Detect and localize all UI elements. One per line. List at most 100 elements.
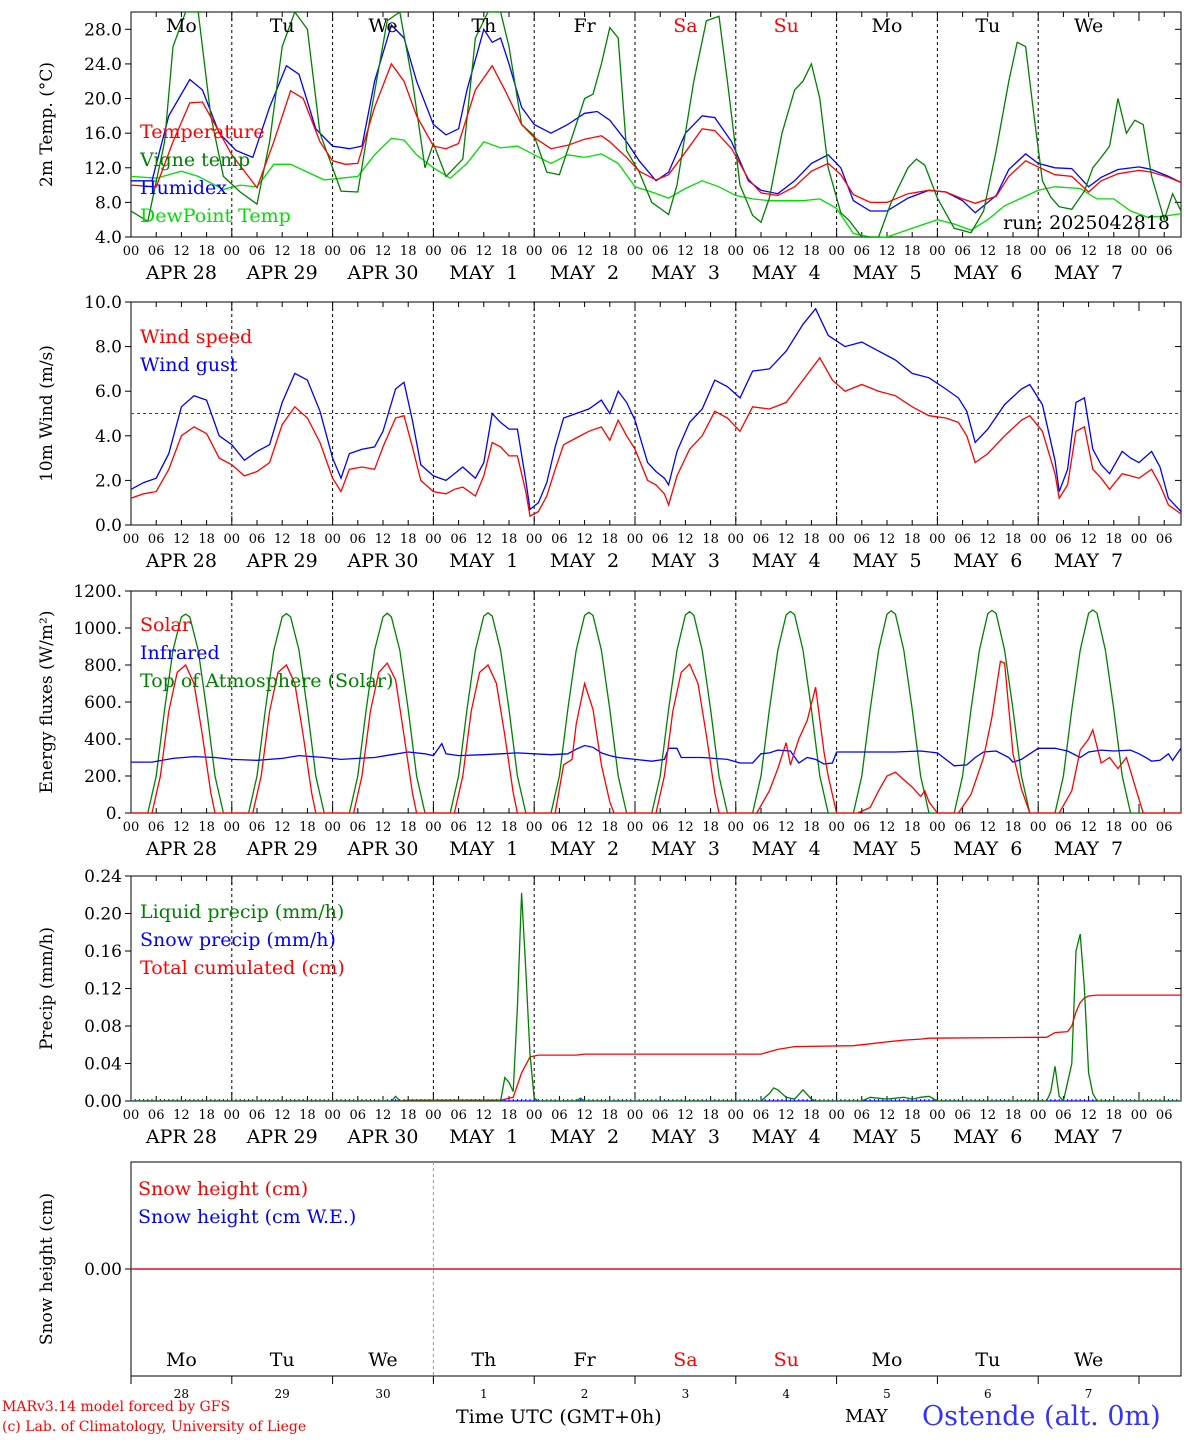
hour-tick-label: 12 [1080,532,1097,547]
hour-tick-label: 12 [778,820,795,835]
y-tick-label: 4.0 [95,427,122,447]
y-tick-label: 0.12 [84,980,122,1000]
y-tick-label: 1000. [73,619,122,639]
hour-tick-label: 00 [123,820,140,835]
hour-tick-label: 00 [1131,244,1148,259]
hour-tick-label: 06 [350,820,367,835]
hour-tick-label: 18 [602,532,619,547]
hour-tick-label: 06 [652,244,669,259]
hour-tick-label: 00 [425,532,442,547]
hour-tick-label: 06 [350,244,367,259]
hour-tick-label: 00 [728,532,745,547]
hour-tick-label: 18 [702,1108,719,1123]
y-tick-label: 16.0 [84,124,122,144]
hour-tick-label: 18 [400,1108,417,1123]
date-label: MAY 2 [550,262,619,284]
hour-tick-label: 18 [1106,244,1123,259]
weekday-label: Sa [673,1349,697,1371]
hour-tick-label: 12 [778,244,795,259]
hour-tick-label: 00 [1030,244,1047,259]
hour-tick-label: 06 [753,820,770,835]
day-number-label: 4 [782,1387,790,1401]
y-tick-label: 1200. [73,582,122,602]
hour-tick-label: 00 [425,1108,442,1123]
weekday-label: Fr [573,1349,596,1371]
panel-4: 0.00 0.04 0.08 0.12 0.16 0.20 0.24 Precip (mm/h… [37,867,1182,1148]
hour-tick-label: 06 [1055,244,1072,259]
hour-tick-label: 00 [224,244,241,259]
hour-tick-label: 12 [778,532,795,547]
series-infrared [131,742,1181,767]
day-number-label: 1 [480,1387,488,1401]
day-number-label: 3 [682,1387,690,1401]
date-label: MAY 5 [852,262,921,284]
y-tick-label: 600. [84,693,122,713]
hour-tick-label: 00 [929,820,946,835]
hour-tick-label: 06 [148,244,165,259]
y-tick-label: 2.0 [95,471,122,491]
weekday-label: Mo [872,1349,903,1371]
run-label: run: 2025042818 [1003,212,1170,234]
series-temperature [131,62,1181,204]
hour-tick-label: 00 [627,820,644,835]
date-label: APR 30 [346,550,418,572]
hour-tick-label: 06 [249,1108,266,1123]
hour-tick-label: 06 [350,1108,367,1123]
hour-tick-label: 06 [854,244,871,259]
hour-tick-label: 06 [753,1108,770,1123]
hour-tick-label: 06 [551,532,568,547]
hour-tick-label: 12 [476,532,493,547]
hour-tick-label: 06 [954,820,971,835]
date-label: MAY 5 [852,838,921,860]
weekday-label: We [1074,1349,1103,1371]
series-solar [131,660,1181,813]
weekday-label: Mo [872,15,903,37]
month-label: MAY [845,1406,888,1427]
weekday-label: Th [471,1349,496,1371]
hour-tick-label: 00 [929,532,946,547]
hour-tick-label: 18 [501,1108,518,1123]
hour-tick-label: 12 [980,820,997,835]
hour-tick-label: 18 [904,244,921,259]
weekday-label: Sa [673,15,697,37]
weekday-label: Mo [166,1349,197,1371]
hour-tick-label: 06 [249,532,266,547]
hour-tick-label: 00 [929,1108,946,1123]
day-number-label: 28 [174,1387,189,1401]
legend-entry: Total cumulated (cm) [140,957,345,979]
hour-tick-label: 00 [1030,532,1047,547]
hour-tick-label: 00 [828,1108,845,1123]
hour-tick-label: 06 [1055,1108,1072,1123]
hour-tick-label: 12 [1080,1108,1097,1123]
date-label: MAY 1 [449,550,518,572]
date-label: APR 30 [346,838,418,860]
hour-tick-label: 18 [299,820,316,835]
date-label: MAY 6 [953,550,1022,572]
hour-tick-label: 06 [954,532,971,547]
y-tick-label: 0.24 [84,867,122,887]
hour-tick-label: 18 [602,820,619,835]
hour-tick-label: 00 [324,1108,341,1123]
y-tick-label: 8.0 [95,193,122,213]
hour-tick-label: 12 [778,1108,795,1123]
hour-tick-label: 06 [551,820,568,835]
panel-2: 0.0 2.0 4.0 6.0 8.0 10.0 10m Wind (m/s) 00 06 12 1… [37,293,1182,572]
hour-tick-label: 00 [627,532,644,547]
hour-tick-label: 12 [375,244,392,259]
hour-tick-label: 18 [904,820,921,835]
hour-tick-label: 12 [879,1108,896,1123]
hour-tick-label: 06 [249,820,266,835]
hour-tick-label: 12 [173,1108,190,1123]
credit-line-1: MARv3.14 model forced by GFS [2,1399,231,1415]
date-label: MAY 1 [449,838,518,860]
date-label: APR 28 [145,838,217,860]
hour-tick-label: 18 [803,1108,820,1123]
y-tick-label: 12.0 [84,159,122,179]
hour-tick-label: 12 [375,532,392,547]
hour-tick-label: 00 [425,820,442,835]
hour-tick-label: 18 [400,244,417,259]
date-label: APR 28 [145,1126,217,1148]
panel-3: 0. 200. 400. 600. 800. 1000. 1200. Energy fluxe… [37,582,1182,860]
hour-tick-label: 18 [803,820,820,835]
legend-entry: Wind speed [140,326,252,348]
